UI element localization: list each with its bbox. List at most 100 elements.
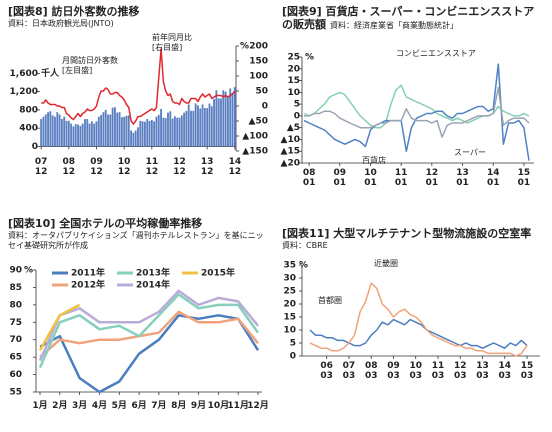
- series-line: [303, 63, 530, 161]
- chart-title: [図表10] 全国ホテルの平均稼働率推移: [8, 217, 203, 230]
- x-tick-label: 07 12: [34, 157, 48, 177]
- x-tick-label: 6月: [131, 401, 147, 411]
- y-tick-label: 10: [283, 326, 296, 336]
- x-tick-label: 9月: [190, 401, 207, 411]
- bar: [97, 116, 100, 147]
- series-line: [39, 310, 259, 359]
- y-tick-label: 20: [287, 64, 300, 74]
- bar: [224, 91, 227, 147]
- bar: [90, 121, 93, 147]
- bar: [233, 87, 236, 147]
- y-tick-label: ▲10: [281, 135, 300, 145]
- bar: [60, 119, 63, 147]
- y-tick-label: ▲15: [281, 147, 300, 157]
- series-line: [309, 318, 528, 349]
- bar: [173, 116, 176, 147]
- series-label: 前年同月比 [右目盛]: [152, 33, 192, 52]
- bar: [229, 88, 232, 147]
- y-tick-label: 30: [283, 274, 296, 284]
- y2-tick-label: 0: [262, 102, 268, 112]
- series-line: [41, 48, 236, 125]
- bar: [63, 116, 66, 147]
- y-tick-label: 25: [287, 53, 300, 63]
- bar: [148, 120, 151, 147]
- bar: [139, 120, 142, 147]
- x-tick-label: 14 12: [228, 157, 242, 177]
- bar: [231, 93, 234, 147]
- y-tick-label: 20: [283, 300, 296, 310]
- bar: [192, 110, 195, 147]
- x-tick-label: 13 12: [200, 157, 214, 177]
- x-tick-label: 11月: [227, 401, 249, 411]
- y-tick-label: 85: [9, 283, 22, 293]
- x-tick-label: 5月: [111, 401, 127, 411]
- y-tick-label: 25: [283, 287, 296, 297]
- chart-source: 資料：オータパブリケイションズ「週刊ホテルレストラン」を基にニッセイ基礎研究所が…: [8, 231, 264, 250]
- bar: [167, 112, 169, 147]
- y-tick-label: 0: [290, 352, 296, 362]
- y2-tick-label: ▲150: [242, 147, 268, 157]
- y-tick-label: 1,200: [10, 87, 38, 97]
- series-line: [304, 86, 530, 138]
- y-tick-label: 60: [9, 370, 22, 380]
- y-unit: %: [305, 53, 314, 63]
- x-tick-label: 07 03: [342, 361, 356, 381]
- chart-title: [図表9] 百貨店・スーパー・コンビニエンスストアの販売額: [282, 5, 535, 31]
- y-tick-label: 0: [294, 111, 300, 121]
- y-tick-label: 800: [19, 105, 38, 115]
- bar: [127, 115, 130, 147]
- bar: [213, 98, 216, 147]
- y-tick-label: 1,600: [10, 69, 38, 79]
- bar: [210, 106, 213, 147]
- bar: [160, 109, 162, 147]
- bar: [81, 123, 84, 147]
- chart-heading: [図表8] 訪日外客数の推移 資料：日本政府観光局(JNTO): [8, 6, 273, 29]
- series-label: 首都圏: [318, 296, 342, 305]
- x-tick-label: 06 03: [320, 361, 333, 381]
- bar: [47, 112, 49, 147]
- series-label: 月間訪日外客数 [左目盛]: [62, 56, 118, 75]
- legend-label: 2015年: [201, 267, 235, 279]
- bar: [116, 112, 119, 147]
- x-tick-label: 14 03: [498, 361, 511, 381]
- y-unit: %: [24, 266, 33, 276]
- bar: [199, 108, 202, 147]
- y2-tick-label: ▲50: [249, 117, 268, 127]
- x-tick-label: 3月: [71, 401, 88, 411]
- bar: [137, 127, 139, 147]
- bar: [42, 116, 45, 147]
- y-tick-label: 65: [9, 353, 22, 363]
- y-tick-label: 5: [290, 339, 296, 349]
- bar: [178, 117, 181, 147]
- y2-tick-label: 200: [249, 42, 268, 52]
- bar: [197, 105, 199, 147]
- y-unit: 千人: [41, 67, 60, 79]
- bar: [84, 119, 86, 147]
- bar: [88, 123, 91, 147]
- x-tick-label: 10 01: [364, 168, 377, 188]
- bar: [155, 116, 158, 147]
- bar: [100, 114, 103, 147]
- bar: [125, 115, 128, 147]
- series-line: [39, 314, 260, 394]
- bar: [74, 124, 77, 147]
- chart-title: [図表8] 訪日外客数の推移: [8, 5, 140, 18]
- bar: [118, 112, 121, 147]
- y2-tick-label: 150: [249, 57, 268, 67]
- series-line: [38, 303, 81, 351]
- x-tick-label: 09 12: [90, 157, 103, 177]
- x-tick-label: 13 03: [476, 361, 489, 381]
- bar: [120, 117, 123, 147]
- x-tick-label: 7月: [151, 401, 167, 411]
- bar: [104, 109, 107, 147]
- chart-title: [図表11] 大型マルチテナント型物流施設の空室率: [282, 227, 532, 240]
- x-tick-label: 11 12: [145, 157, 159, 177]
- bar: [227, 96, 229, 147]
- bar: [95, 121, 98, 147]
- bar: [123, 116, 126, 147]
- x-tick-label: 11 03: [431, 361, 445, 381]
- bar: [56, 112, 59, 147]
- bar: [194, 103, 197, 147]
- y-tick-label: 70: [9, 335, 22, 345]
